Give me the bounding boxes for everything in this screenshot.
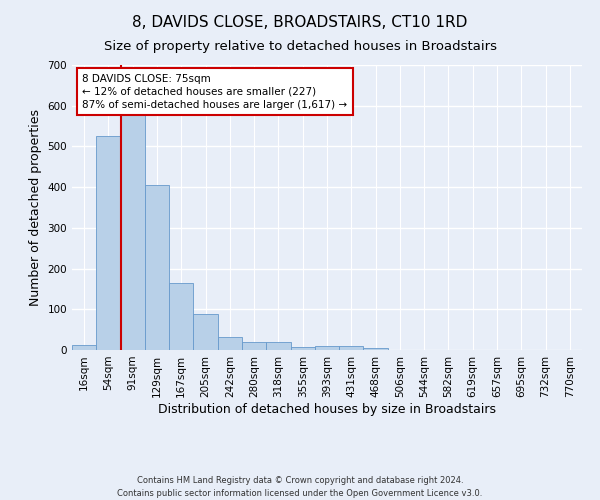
Bar xyxy=(339,346,364,350)
Bar xyxy=(145,185,169,350)
Text: Contains HM Land Registry data © Crown copyright and database right 2024.
Contai: Contains HM Land Registry data © Crown c… xyxy=(118,476,482,498)
Text: 8 DAVIDS CLOSE: 75sqm
← 12% of detached houses are smaller (227)
87% of semi-det: 8 DAVIDS CLOSE: 75sqm ← 12% of detached … xyxy=(82,74,347,110)
Bar xyxy=(193,314,218,350)
X-axis label: Distribution of detached houses by size in Broadstairs: Distribution of detached houses by size … xyxy=(158,402,496,415)
Text: 8, DAVIDS CLOSE, BROADSTAIRS, CT10 1RD: 8, DAVIDS CLOSE, BROADSTAIRS, CT10 1RD xyxy=(133,15,467,30)
Bar xyxy=(266,342,290,350)
Y-axis label: Number of detached properties: Number of detached properties xyxy=(29,109,42,306)
Bar xyxy=(364,348,388,350)
Bar xyxy=(169,283,193,350)
Bar xyxy=(96,136,121,350)
Bar xyxy=(72,344,96,350)
Bar xyxy=(218,337,242,350)
Bar xyxy=(290,346,315,350)
Text: Size of property relative to detached houses in Broadstairs: Size of property relative to detached ho… xyxy=(104,40,497,53)
Bar xyxy=(242,342,266,350)
Bar xyxy=(121,114,145,350)
Bar xyxy=(315,346,339,350)
